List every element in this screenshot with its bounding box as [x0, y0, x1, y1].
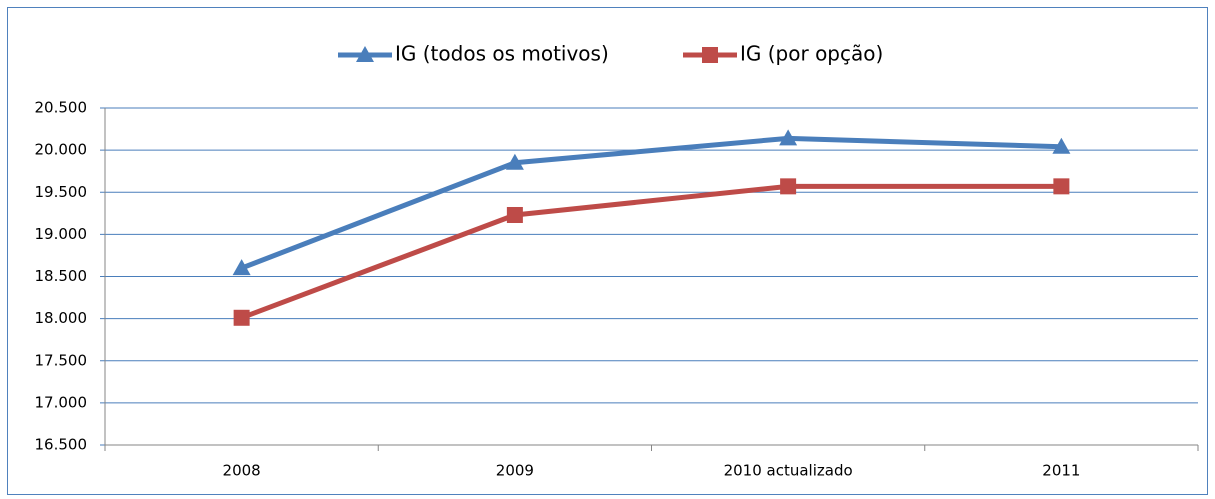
marker [506, 206, 523, 223]
marker [780, 178, 797, 195]
y-tick-label: 19.000 [35, 225, 88, 243]
legend-label: IG (por opção) [740, 42, 883, 66]
series-line [240, 135, 1062, 271]
x-tick-label: 2011 [1042, 462, 1080, 480]
y-tick-label: 20.500 [35, 99, 88, 117]
y-tick-label: 17.500 [35, 351, 88, 369]
series-line [240, 183, 1062, 321]
marker [779, 129, 798, 146]
marker [1053, 178, 1070, 195]
y-tick-label: 18.000 [35, 309, 88, 327]
marker [1052, 137, 1071, 154]
marker [232, 259, 251, 276]
x-tick-label: 2008 [223, 462, 261, 480]
y-tick-label: 20.000 [35, 141, 88, 159]
x-tick-label: 2010 actualizado [724, 462, 853, 480]
y-tick-label: 19.500 [35, 183, 88, 201]
y-tick-label: 16.500 [35, 436, 88, 454]
chart-border [7, 7, 1208, 495]
x-tick-label: 2009 [496, 462, 534, 480]
marker [233, 309, 250, 326]
legend-marker [356, 46, 374, 62]
y-tick-label: 17.000 [35, 393, 88, 411]
y-tick-label: 18.500 [35, 267, 88, 285]
legend-marker [702, 47, 718, 63]
legend-label: IG (todos os motivos) [395, 42, 609, 66]
marker [505, 153, 524, 170]
